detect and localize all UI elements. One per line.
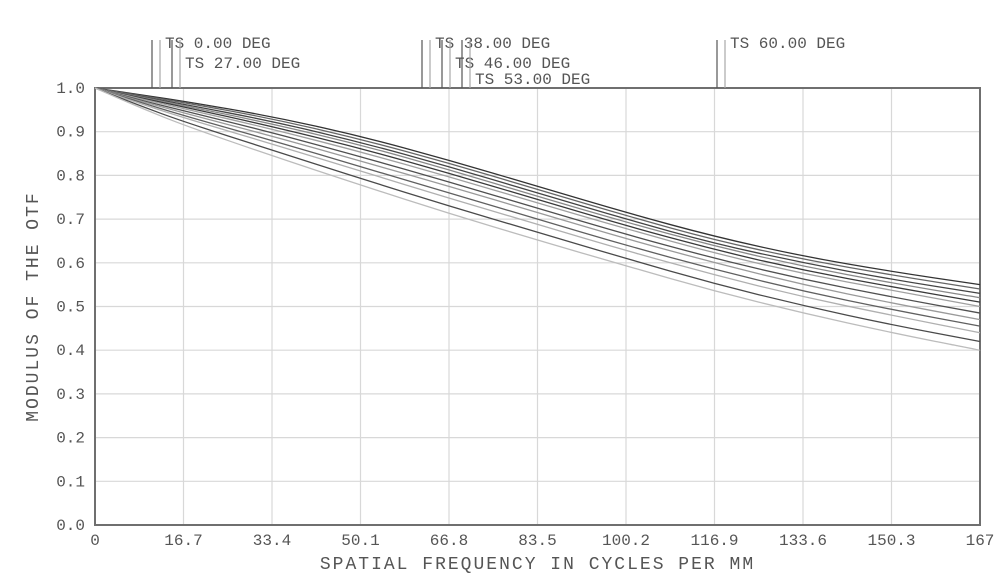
y-tick-label: 0.7 xyxy=(56,211,85,229)
y-tick-label: 0.4 xyxy=(56,342,85,360)
legend-label: TS 0.00 DEG xyxy=(165,35,271,53)
legend-label: TS 38.00 DEG xyxy=(435,35,550,53)
x-axis-label: SPATIAL FREQUENCY IN CYCLES PER MM xyxy=(320,555,755,575)
x-tick-label: 167 xyxy=(966,532,995,550)
legend-label: TS 27.00 DEG xyxy=(185,55,300,73)
x-tick-label: 83.5 xyxy=(518,532,556,550)
y-tick-label: 0.2 xyxy=(56,430,85,448)
x-tick-label: 133.6 xyxy=(779,532,827,550)
mtf-chart: 0.0 0.1 0.2 0.3 0.4 0.5 0.6 0.7 0.8 0.9 1.0 0 16.7 33… xyxy=(0,0,1000,581)
x-tick-label: 16.7 xyxy=(164,532,202,550)
y-tick-label: 0.9 xyxy=(56,124,85,142)
x-tick-label: 150.3 xyxy=(867,532,915,550)
y-tick-label: 1.0 xyxy=(56,80,85,98)
x-tick-label: 0 xyxy=(90,532,100,550)
legend-label: TS 60.00 DEG xyxy=(730,35,845,53)
y-tick-label: 0.3 xyxy=(56,386,85,404)
y-tick-label: 0.8 xyxy=(56,167,85,185)
y-tick-label: 0.5 xyxy=(56,299,85,317)
x-tick-label: 66.8 xyxy=(430,532,468,550)
x-tick-label: 50.1 xyxy=(341,532,379,550)
x-tick-label: 116.9 xyxy=(690,532,738,550)
y-tick-label: 0.6 xyxy=(56,255,85,273)
legend-label: TS 53.00 DEG xyxy=(475,71,590,89)
y-tick-label: 0.1 xyxy=(56,473,85,491)
x-tick-label: 100.2 xyxy=(602,532,650,550)
y-tick-label: 0.0 xyxy=(56,517,85,535)
x-tick-label: 33.4 xyxy=(253,532,291,550)
y-axis-label: MODULUS OF THE OTF xyxy=(24,191,44,421)
